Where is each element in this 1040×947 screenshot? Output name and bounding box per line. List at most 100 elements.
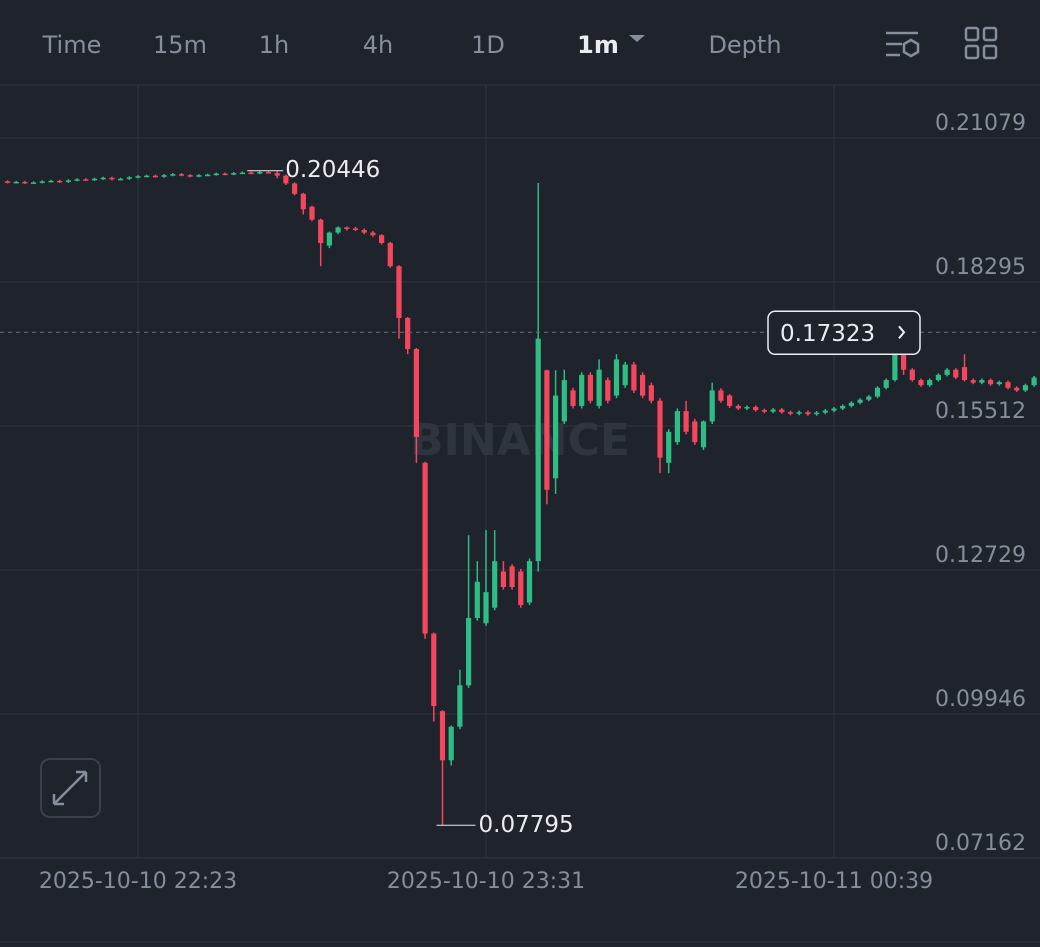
candle-body xyxy=(439,711,446,761)
candle-body xyxy=(613,359,620,396)
candle-body xyxy=(178,174,185,176)
candle-body xyxy=(361,230,367,233)
candle-body xyxy=(648,385,654,401)
x-tick-label: 2025-10-11 00:39 xyxy=(735,869,933,894)
last-price-tag[interactable] xyxy=(767,310,921,356)
candle-body xyxy=(779,409,785,413)
candle-body xyxy=(222,173,228,176)
candle-body xyxy=(753,406,759,411)
candle-body xyxy=(814,412,820,415)
candle-body xyxy=(605,380,611,401)
candle-body xyxy=(1014,387,1020,391)
candle-body xyxy=(518,571,524,606)
candle-body xyxy=(944,369,950,375)
candle-body xyxy=(509,566,515,588)
candle-body xyxy=(918,380,924,386)
candle-body xyxy=(31,182,37,184)
y-tick-label: 0.18295 xyxy=(935,255,1026,280)
candle-body xyxy=(352,228,359,231)
candle-body xyxy=(970,380,976,383)
candle-body xyxy=(570,390,576,406)
candle-body xyxy=(727,395,733,406)
candle-body xyxy=(553,395,559,479)
candle-body xyxy=(935,374,941,381)
candle-body xyxy=(683,411,689,432)
candle-body xyxy=(161,175,167,177)
dropdown-arrow[interactable] xyxy=(629,35,645,42)
candle-body xyxy=(300,193,306,210)
candle-body xyxy=(831,408,837,411)
x-tick-label: 2025-10-10 23:31 xyxy=(387,869,585,894)
candle-body xyxy=(883,380,889,388)
tab[interactable]: 1m xyxy=(577,31,619,59)
tab[interactable]: Time xyxy=(42,31,102,59)
candle-body xyxy=(892,354,898,381)
tab[interactable]: 1D xyxy=(471,31,505,59)
candle-body xyxy=(631,364,637,391)
candle-body xyxy=(988,380,994,385)
candle-body xyxy=(796,412,802,414)
candle-body xyxy=(979,380,985,383)
candle-body xyxy=(248,172,254,175)
y-tick-label: 0.21079 xyxy=(935,111,1026,136)
tab[interactable]: 1h xyxy=(259,31,289,59)
candle-body xyxy=(761,410,767,412)
candle-body xyxy=(448,726,454,761)
candle-body xyxy=(100,177,106,180)
candle-body xyxy=(39,181,45,183)
candle-body xyxy=(318,219,324,243)
candle-body xyxy=(274,173,280,176)
settings-icon[interactable] xyxy=(886,31,920,58)
candle-body xyxy=(387,242,393,267)
candle-body xyxy=(866,396,872,400)
expand-button[interactable] xyxy=(40,758,101,818)
candle-body xyxy=(561,380,567,422)
candle-body xyxy=(596,369,602,406)
candle-body xyxy=(83,179,89,181)
candle-body xyxy=(91,178,98,181)
candle-body xyxy=(735,405,741,409)
axes: 0.21079 0.18295 0.15512 0.12729 0.09946 0.071… xyxy=(39,111,1026,894)
candle-body xyxy=(109,177,115,180)
candle-body xyxy=(535,338,541,562)
candle-body xyxy=(474,581,480,619)
candle-body xyxy=(744,406,750,409)
high-label: 0.20446 xyxy=(285,157,380,183)
candle-body xyxy=(805,412,811,415)
candle-body xyxy=(718,390,724,401)
candle-body xyxy=(927,380,933,386)
candle-body xyxy=(1022,385,1028,391)
candle-body xyxy=(500,571,506,588)
candle-body xyxy=(640,374,646,396)
candle-body xyxy=(309,206,315,220)
candle-body xyxy=(709,390,715,422)
candle-body xyxy=(170,174,176,176)
candle-body xyxy=(431,633,437,706)
candle-body xyxy=(674,411,680,443)
last-price-label: 0.17323 xyxy=(780,321,875,347)
tab[interactable]: 15m xyxy=(153,31,207,59)
y-tick-label: 0.15512 xyxy=(935,399,1026,424)
candle-body xyxy=(579,374,585,406)
layout-icon[interactable] xyxy=(964,26,998,60)
tab[interactable]: 4h xyxy=(363,31,393,59)
candle-body xyxy=(257,172,263,174)
candle-body xyxy=(466,618,472,686)
candle-body xyxy=(213,173,219,176)
candle-body xyxy=(901,354,907,370)
watermark: BINANCE xyxy=(410,415,630,466)
candle-body xyxy=(822,410,828,413)
candle-body xyxy=(335,227,341,233)
candle-body xyxy=(57,180,63,183)
annotations: 0.20446 0.07795 0.17323 xyxy=(0,157,1040,838)
candle-body xyxy=(239,172,245,175)
candle-body xyxy=(144,175,150,178)
candle-body xyxy=(953,369,959,378)
candle-body xyxy=(622,364,628,386)
candle-body xyxy=(492,561,498,608)
y-tick-label: 0.12729 xyxy=(935,543,1026,568)
tab[interactable]: Depth xyxy=(708,31,781,59)
candle-body xyxy=(961,367,968,381)
